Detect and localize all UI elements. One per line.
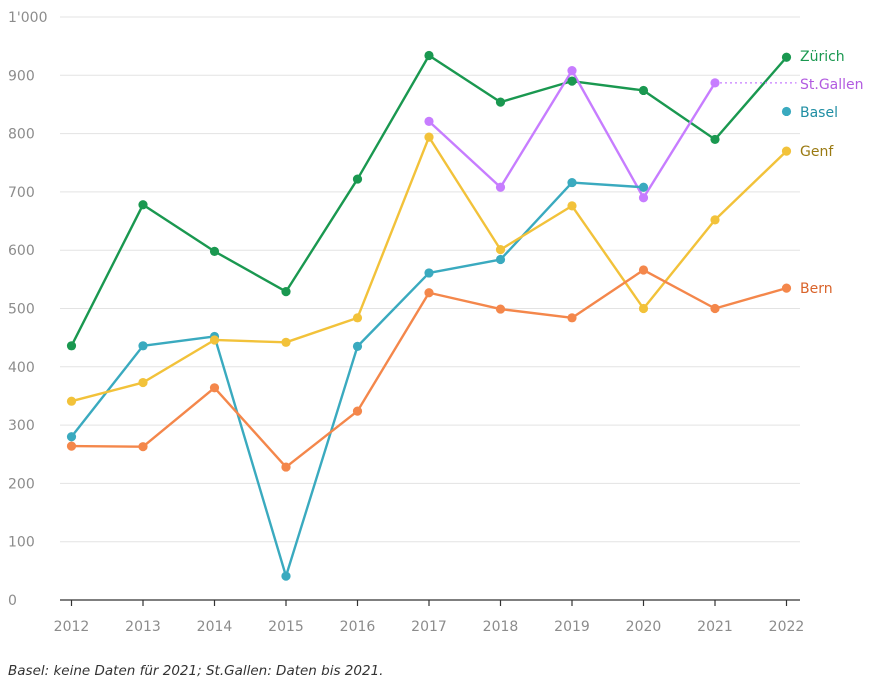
series-label-z-rich: Zürich	[800, 49, 845, 65]
data-point-basel	[66, 432, 77, 442]
data-point-z-rich	[281, 286, 291, 297]
data-point-bern	[281, 462, 291, 472]
y-tick-label: 100	[8, 535, 35, 551]
data-point-genf	[281, 337, 291, 347]
data-point-bern	[495, 304, 506, 314]
y-axis-tick-labels: 0 100 200 300 400 500 600 700 800 900 1'000	[8, 10, 47, 609]
x-tick-label: 2017	[411, 619, 447, 635]
data-point-z-rich	[495, 97, 506, 107]
y-tick-label: 0	[8, 593, 17, 609]
series-labels: Zürich St.Gallen Basel Genf Bern	[800, 49, 864, 297]
series-label-bern: Bern	[800, 281, 833, 297]
data-point-basel	[138, 341, 148, 351]
x-tick-label: 2018	[483, 619, 519, 635]
y-tick-label: 600	[8, 243, 35, 259]
data-point-basel	[781, 106, 792, 117]
data-point-genf	[352, 313, 363, 323]
x-tick-label: 2021	[697, 619, 733, 635]
y-tick-label: 300	[8, 418, 35, 434]
series-line-z-rich	[70, 54, 788, 347]
x-tick-label: 2014	[197, 619, 233, 635]
data-point-genf	[638, 303, 649, 314]
series-label-genf: Genf	[800, 144, 834, 160]
footnote: Basel: keine Daten für 2021; St.Gallen: …	[8, 663, 384, 679]
data-point-basel	[567, 177, 577, 188]
data-point-bern	[352, 406, 363, 416]
data-point-z-rich	[424, 50, 434, 61]
series-line-bern	[71, 268, 787, 469]
data-point-bern	[638, 265, 649, 275]
data-point-genf	[567, 201, 577, 211]
data-point-z-rich	[138, 200, 148, 210]
data-point-bern	[138, 442, 148, 452]
data-point-z-rich	[638, 85, 649, 96]
data-point-genf	[424, 132, 434, 142]
data-point-bern	[781, 283, 792, 293]
data-point-st-gallen	[567, 66, 577, 76]
y-tick-label: 1'000	[8, 10, 47, 26]
data-point-st-gallen	[638, 193, 649, 203]
data-point-genf	[495, 245, 506, 255]
x-tick-label: 2012	[54, 619, 90, 635]
data-point-genf	[138, 377, 148, 388]
data-point-basel	[638, 182, 649, 192]
data-point-st-gallen	[710, 78, 720, 88]
y-tick-label: 200	[8, 476, 35, 492]
y-tick-label: 500	[8, 302, 35, 318]
x-tick-label: 2013	[125, 619, 161, 635]
data-point-genf	[781, 146, 792, 156]
x-tick-label: 2015	[268, 619, 304, 635]
data-point-bern	[209, 383, 220, 393]
x-axis: 2012 2013 2014 2015 2016 2017 2018 2019 2020 2021…	[54, 599, 805, 635]
data-point-z-rich	[66, 341, 77, 351]
data-point-genf	[66, 396, 77, 406]
series-line-basel	[70, 181, 644, 578]
x-tick-label: 2016	[340, 619, 376, 635]
grid-lines	[60, 16, 800, 543]
data-point-z-rich	[710, 134, 720, 145]
series-label-basel: Basel	[800, 105, 838, 121]
data-point-basel	[495, 254, 506, 265]
data-point-genf	[209, 335, 220, 345]
data-point-z-rich	[567, 76, 577, 86]
data-point-z-rich	[209, 246, 220, 256]
data-point-bern	[424, 288, 434, 298]
y-tick-label: 800	[8, 127, 35, 143]
data-point-bern	[66, 441, 77, 451]
data-point-st-gallen	[495, 182, 506, 192]
y-tick-label: 900	[8, 68, 35, 84]
series-points	[66, 50, 792, 581]
data-point-genf	[710, 215, 720, 225]
data-point-bern	[567, 313, 577, 323]
y-tick-label: 400	[8, 360, 35, 376]
data-point-z-rich	[352, 174, 363, 184]
data-point-st-gallen	[424, 116, 434, 126]
data-point-basel	[424, 268, 434, 278]
y-tick-label: 700	[8, 185, 35, 201]
data-point-z-rich	[781, 52, 792, 62]
x-tick-label: 2019	[554, 619, 590, 635]
series-label-st-gallen: St.Gallen	[800, 77, 864, 93]
x-tick-label: 2022	[769, 619, 805, 635]
data-point-basel	[352, 341, 363, 351]
data-point-basel	[281, 571, 291, 581]
x-tick-label: 2020	[626, 619, 662, 635]
data-point-bern	[710, 303, 720, 314]
